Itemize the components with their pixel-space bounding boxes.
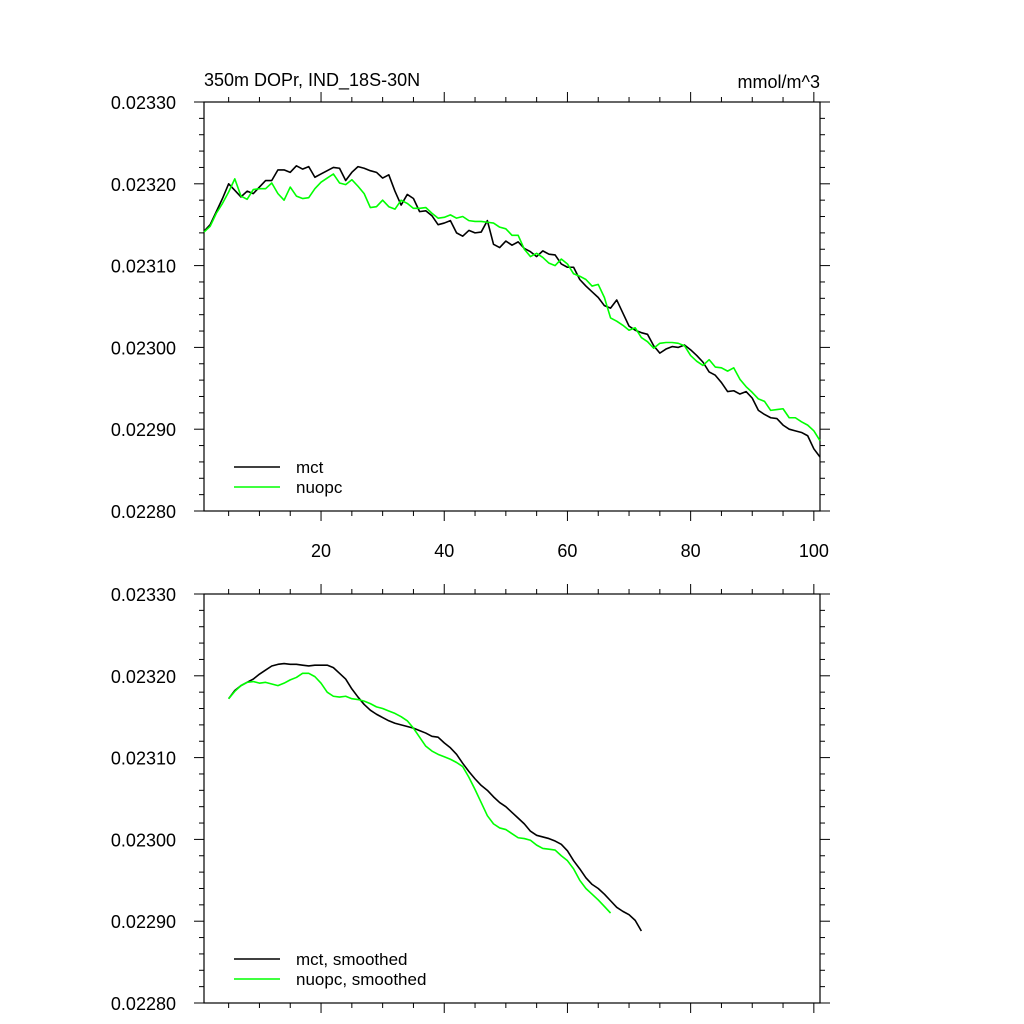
y-tick-labels: 0.02280 0.02290 0.02300 0.02310 0.02320 0.023… <box>111 585 176 1014</box>
axis-ticks <box>194 92 830 521</box>
x-tick-label: 100 <box>799 541 829 561</box>
y-tick-label: 0.02290 <box>111 420 176 440</box>
axis-ticks <box>194 584 830 1013</box>
x-tick-label: 40 <box>434 541 454 561</box>
y-tick-label: 0.02310 <box>111 749 176 769</box>
y-tick-labels: 0.02280 0.02290 0.02300 0.02310 0.02320 0.023… <box>111 93 176 522</box>
plot-frame <box>203 101 821 512</box>
y-tick-label: 0.02300 <box>111 830 176 850</box>
y-tick-label: 0.02330 <box>111 93 176 113</box>
series-lines <box>228 662 643 932</box>
chart-title: 350m DOPr, IND_18S-30N <box>204 70 420 91</box>
units-label: mmol/m^3 <box>738 72 820 92</box>
y-tick-label: 0.02330 <box>111 585 176 605</box>
series-line-mct <box>203 165 821 458</box>
x-tick-label: 20 <box>311 541 331 561</box>
series-line-mct-smoothed <box>228 662 643 932</box>
y-tick-label: 0.02280 <box>111 502 176 522</box>
x-tick-label: 80 <box>681 541 701 561</box>
plot-frame <box>203 593 821 1004</box>
x-tick-label: 60 <box>557 541 577 561</box>
y-tick-label: 0.02300 <box>111 338 176 358</box>
y-tick-label: 0.02320 <box>111 667 176 687</box>
y-tick-label: 0.02310 <box>111 257 176 277</box>
series-lines <box>203 165 821 458</box>
legend-label: mct <box>296 458 324 477</box>
legend-label: mct, smoothed <box>296 950 408 969</box>
series-line-nuopc-smoothed <box>228 672 612 914</box>
legend-label: nuopc, smoothed <box>296 970 426 989</box>
y-tick-label: 0.02320 <box>111 175 176 195</box>
legend-label: nuopc <box>296 478 343 497</box>
x-tick-labels: 20 40 60 80 100 <box>311 541 829 561</box>
y-tick-label: 0.02290 <box>111 912 176 932</box>
y-tick-label: 0.02280 <box>111 994 176 1014</box>
bottom-panel: 0.02280 0.02290 0.02300 0.02310 0.02320 0.023… <box>111 584 830 1014</box>
series-line-nuopc <box>203 173 821 442</box>
top-panel: 350m DOPr, IND_18S-30N mmol/m^3 0.022800… <box>111 70 830 561</box>
